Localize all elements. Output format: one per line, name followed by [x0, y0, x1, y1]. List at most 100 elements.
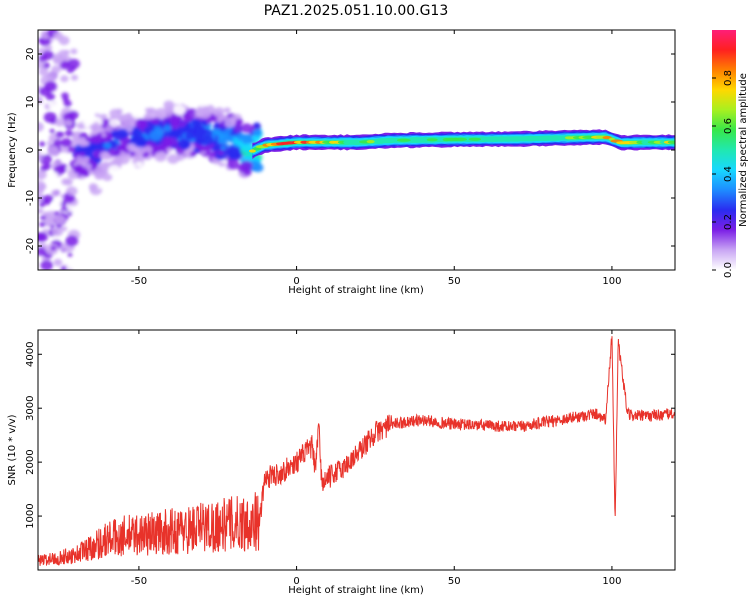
heatmap-cell: [58, 35, 70, 46]
heatmap-cell: [220, 145, 227, 151]
spectrogram-x-tick-label: 0: [293, 276, 299, 287]
heatmap-cell: [167, 137, 179, 147]
heatmap-cell: [78, 194, 89, 203]
heatmap-cell: [88, 183, 99, 192]
heatmap-cell: [39, 149, 47, 156]
heatmap-cell: [82, 188, 89, 193]
heatmap-cell: [128, 162, 136, 169]
snr-x-tick-label: 0: [293, 576, 299, 587]
heatmap-cell: [101, 136, 110, 143]
heatmap-cell: [184, 132, 195, 140]
heatmap-cell: [194, 108, 205, 118]
chart-title: PAZ1.2025.051.10.00.G13: [264, 3, 449, 19]
heatmap-hotspot: [468, 137, 481, 141]
heatmap-hotspot: [484, 137, 493, 141]
heatmap-cell: [129, 152, 135, 157]
heatmap-hotspot: [396, 138, 411, 142]
spectrogram-ticks: -50 0 50 100 -20 -10 0 10 20: [25, 30, 675, 287]
heatmap-cell: [38, 208, 44, 214]
heatmap-cell: [52, 227, 63, 237]
heatmap-cell: [43, 194, 54, 203]
heatmap-cell: [39, 202, 46, 208]
heatmap-cell: [143, 145, 153, 154]
heatmap-cell: [58, 163, 69, 173]
spectrogram-y-tick-label: 10: [25, 96, 36, 109]
heatmap-cell: [39, 221, 46, 227]
heatmap-cell: [85, 137, 91, 142]
heatmap-cell: [50, 118, 56, 124]
snr-x-tick-label: -50: [131, 576, 147, 587]
heatmap-cell: [83, 141, 90, 146]
heatmap-cell: [53, 139, 63, 147]
heatmap-cell: [197, 99, 207, 107]
heatmap-cell: [152, 117, 161, 125]
heatmap-cell: [116, 108, 123, 114]
heatmap-cell: [163, 124, 172, 132]
heatmap-cell: [200, 119, 208, 126]
heatmap-cell: [157, 151, 166, 158]
heatmap-cell: [66, 263, 75, 270]
heatmap-cell: [79, 167, 88, 174]
heatmap-cell: [98, 162, 104, 167]
colorbar-gradient: [712, 30, 736, 270]
heatmap-cell: [99, 113, 108, 121]
heatmap-cell: [62, 112, 75, 123]
heatmap-cell: [70, 74, 79, 81]
heatmap-cell: [79, 151, 86, 158]
heatmap-cell: [61, 92, 69, 99]
heatmap-cell: [170, 131, 178, 138]
heatmap-cell: [89, 161, 98, 168]
snr-x-tick-label: 100: [602, 576, 621, 587]
heatmap-cell: [67, 252, 73, 257]
spectrogram-x-tick-label: 100: [602, 276, 621, 287]
heatmap-cell: [102, 118, 110, 125]
heatmap-cell: [94, 105, 105, 115]
heatmap-cell: [38, 38, 44, 43]
heatmap-cell: [65, 235, 79, 247]
heatmap-cell: [61, 266, 67, 270]
heatmap-cell: [51, 65, 61, 74]
spectrogram-x-tick-label: -50: [131, 276, 147, 287]
colorbar: 0.0 0.2 0.4 0.6 0.8 Normalized spectral ampl…: [712, 30, 749, 278]
colorbar-tick-label: 0.8: [723, 70, 734, 86]
heatmap-cell: [149, 130, 163, 141]
spectrogram-x-axis-label: Height of straight line (km): [288, 285, 424, 296]
heatmap-cell: [253, 128, 262, 137]
heatmap-cell: [227, 159, 240, 170]
heatmap-cell: [61, 178, 70, 186]
snr-frame: [37, 329, 676, 571]
heatmap-cell: [163, 107, 170, 113]
snr-y-tick-label: 3000: [25, 395, 36, 420]
heatmap-cell: [49, 128, 55, 134]
heatmap-cell: [219, 126, 226, 132]
colorbar-tick-label: 0.6: [723, 118, 734, 134]
heatmap-cell: [254, 108, 263, 116]
heatmap-cell: [115, 150, 121, 156]
heatmap-cell: [48, 101, 58, 110]
heatmap-cell: [50, 246, 57, 251]
snr-y-tick-label: 1000: [25, 503, 36, 528]
heatmap-cell: [44, 81, 57, 92]
heatmap-cell: [66, 67, 75, 74]
heatmap-cell: [64, 129, 74, 137]
heatmap-cell: [131, 108, 144, 119]
heatmap-cell: [217, 150, 224, 156]
spectrogram-x-tick-label: 50: [448, 276, 461, 287]
spectrogram-y-tick-label: -10: [25, 190, 36, 206]
heatmap-cell: [44, 44, 53, 52]
heatmap-cell: [173, 105, 186, 116]
heatmap-cell: [135, 161, 143, 168]
colorbar-ticks: 0.0 0.2 0.4 0.6 0.8: [712, 70, 734, 278]
heatmap-cell: [212, 142, 223, 152]
heatmap-cell: [233, 125, 242, 133]
heatmap-cell: [103, 142, 112, 150]
heatmap-cell: [74, 136, 81, 142]
heatmap-cell: [60, 60, 71, 70]
heatmap-cell: [46, 141, 52, 146]
heatmap-cell: [76, 154, 89, 166]
heatmap-cell: [141, 164, 154, 175]
heatmap-cell: [164, 144, 170, 149]
heatmap-cell: [67, 145, 77, 153]
heatmap-cell: [42, 211, 49, 217]
heatmap-cell: [38, 122, 44, 132]
